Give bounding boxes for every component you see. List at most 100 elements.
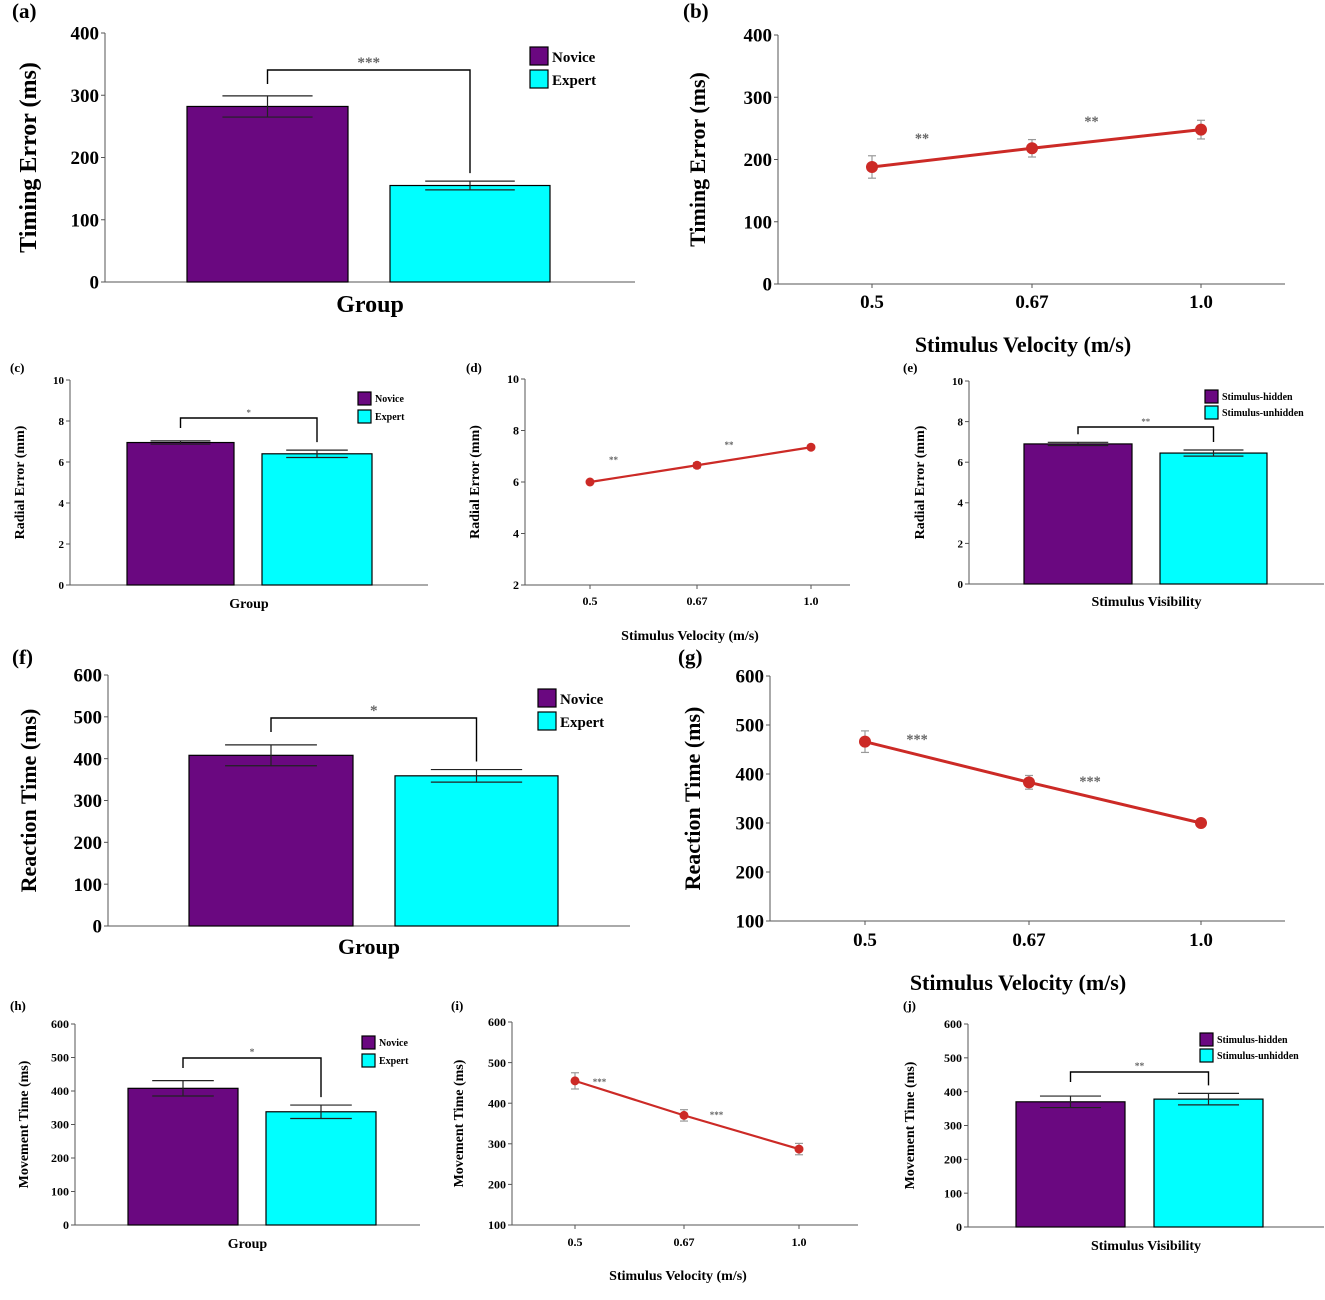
significance-bracket xyxy=(266,69,471,174)
legend-entry: Novice xyxy=(560,692,604,708)
y-tick-label: 200 xyxy=(51,1151,69,1165)
y-tick-label: 0 xyxy=(958,579,964,591)
chart-panel-e: (e) 0 2 4 6 8 10 Radial Error (mm) ** Stimulus-hi… xyxy=(903,360,1324,610)
y-tick-label: 300 xyxy=(736,814,765,835)
x-axis-label: Stimulus Velocity (m/s) xyxy=(609,1269,747,1284)
legend-entry: Novice xyxy=(375,394,404,405)
y-tick-label: 0 xyxy=(90,273,100,294)
y-tick-label: 400 xyxy=(944,1085,962,1099)
significance-bracket xyxy=(182,1057,322,1098)
legend-entry: Expert xyxy=(379,1056,409,1067)
x-axis-label: Group xyxy=(228,1237,268,1252)
legend-swatch-1 xyxy=(537,711,557,731)
panel-label: (c) xyxy=(10,360,24,375)
significance-stars: ** xyxy=(725,440,735,450)
legend-swatch-1 xyxy=(1199,1048,1214,1063)
y-tick-label: 600 xyxy=(74,666,103,687)
significance-stars: ** xyxy=(1135,1061,1145,1072)
y-axis-label: Radial Error (mm) xyxy=(913,425,928,539)
y-tick-label: 6 xyxy=(513,475,519,489)
y-axis-label: Movement Time (ms) xyxy=(17,1060,32,1188)
panel-label: (b) xyxy=(683,0,709,23)
y-tick-label: 600 xyxy=(944,1017,962,1031)
y-tick-label: 300 xyxy=(74,791,103,812)
y-tick-label: 4 xyxy=(958,498,964,510)
y-tick-label: 200 xyxy=(736,863,765,884)
y-tick-label: 400 xyxy=(71,24,100,45)
y-tick-label: 300 xyxy=(488,1137,506,1151)
legend-swatch-0 xyxy=(529,46,549,66)
panel-label: (j) xyxy=(903,998,916,1013)
panel-label: (e) xyxy=(903,360,917,375)
legend-entry: Stimulus-hidden xyxy=(1217,1035,1288,1046)
y-tick-label: 10 xyxy=(952,376,964,388)
y-tick-label: 100 xyxy=(51,1185,69,1199)
significance-stars: ** xyxy=(915,131,929,147)
significance-stars: *** xyxy=(710,1110,724,1120)
x-tick-label: 1.0 xyxy=(1189,930,1213,951)
y-axis-label: Timing Error (ms) xyxy=(16,62,42,253)
y-tick-label: 2 xyxy=(59,539,65,551)
y-tick-label: 300 xyxy=(71,86,100,107)
x-axis-label: Stimulus Visibility xyxy=(1091,1239,1201,1254)
y-tick-label: 0 xyxy=(59,580,65,592)
chart-panel-c: (c) 0 2 4 6 8 10 Radial Error (mm) * Novice Expert… xyxy=(10,360,428,612)
data-point xyxy=(859,735,871,748)
legend-entry: Novice xyxy=(552,50,596,66)
x-axis-label: Stimulus Velocity (m/s) xyxy=(910,970,1126,995)
y-tick-label: 100 xyxy=(736,912,765,933)
x-tick-label: 0.5 xyxy=(853,930,877,951)
legend-swatch-0 xyxy=(537,688,557,708)
y-tick-label: 10 xyxy=(507,372,519,386)
significance-bracket xyxy=(270,717,478,762)
y-tick-label: 0 xyxy=(93,917,103,938)
y-tick-label: 100 xyxy=(944,1186,962,1200)
y-tick-label: 8 xyxy=(958,416,964,428)
significance-stars: ** xyxy=(609,455,619,465)
y-tick-label: 400 xyxy=(736,765,765,786)
bar-expert xyxy=(261,453,373,586)
panel-label: (h) xyxy=(10,998,26,1013)
chart-panel-j: (j) 0 100 200 300 400 500 600 Movement Time (ms)… xyxy=(903,998,1324,1254)
y-tick-label: 0 xyxy=(956,1220,962,1234)
y-tick-label: 200 xyxy=(71,148,100,169)
x-tick-label: 1.0 xyxy=(792,1235,807,1249)
y-axis-label: Movement Time (ms) xyxy=(903,1061,918,1189)
bar-novice xyxy=(188,754,354,927)
y-tick-label: 300 xyxy=(744,88,773,109)
significance-stars: *** xyxy=(357,54,380,71)
significance-stars: * xyxy=(250,1047,255,1058)
data-point xyxy=(1195,123,1207,136)
significance-stars: *** xyxy=(906,732,927,748)
y-axis-label: Movement Time (ms) xyxy=(452,1059,467,1187)
y-axis-label: Radial Error (mm) xyxy=(468,425,483,539)
panel-label: (f) xyxy=(12,645,33,669)
y-tick-label: 4 xyxy=(513,527,519,541)
y-tick-label: 500 xyxy=(944,1051,962,1065)
x-tick-label: 0.67 xyxy=(1015,292,1049,313)
bar-expert xyxy=(389,184,551,283)
bar-stimulus-hidden xyxy=(1015,1101,1126,1228)
x-axis-label: Stimulus Velocity (m/s) xyxy=(621,629,759,644)
legend-entry: Expert xyxy=(560,715,604,731)
legend-swatch-0 xyxy=(1204,389,1219,404)
y-tick-label: 500 xyxy=(51,1051,69,1065)
legend-entry: Stimulus-hidden xyxy=(1222,392,1293,403)
bar-expert xyxy=(394,775,559,927)
y-tick-label: 400 xyxy=(488,1096,506,1110)
y-tick-label: 100 xyxy=(488,1218,506,1232)
panel-label: (a) xyxy=(12,0,37,23)
x-tick-label: 0.67 xyxy=(674,1235,695,1249)
bar-stimulus-hidden xyxy=(1023,443,1133,585)
significance-stars: *** xyxy=(1079,774,1100,790)
data-point xyxy=(679,1110,689,1120)
chart-panel-a: (a) 0 100 200 300 400 Timing Error (ms) *** Novi… xyxy=(12,0,635,318)
y-tick-label: 400 xyxy=(744,26,773,47)
y-tick-label: 200 xyxy=(744,150,773,171)
legend-entry: Expert xyxy=(552,73,596,89)
legend-entry: Stimulus-unhidden xyxy=(1217,1051,1299,1062)
y-tick-label: 400 xyxy=(74,749,103,770)
y-tick-label: 2 xyxy=(513,578,519,592)
significance-bracket xyxy=(1077,426,1215,443)
